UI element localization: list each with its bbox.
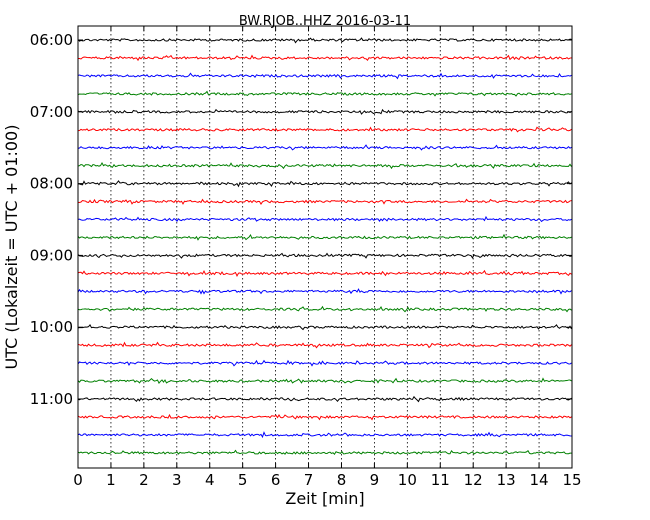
y-tick-label: 09:00 [30, 246, 73, 264]
trace-line [77, 72, 572, 80]
trace-line [77, 144, 572, 151]
trace-line [77, 215, 572, 223]
y-tick-label: 08:00 [30, 175, 73, 193]
x-tick-label: 10 [398, 471, 417, 489]
trace-line [77, 269, 572, 278]
x-tick-label: 11 [431, 471, 450, 489]
trace-line [77, 90, 572, 97]
y-tick-label: 06:00 [30, 31, 73, 49]
x-tick-label: 2 [139, 471, 149, 489]
x-tick-label: 15 [562, 471, 581, 489]
trace-line [77, 324, 572, 331]
trace-line [77, 288, 572, 295]
y-axis-ticks: 06:00 07:00 08:00 09:00 10:00 11:00 [30, 31, 572, 408]
trace-line [77, 305, 572, 313]
trace-line [77, 233, 572, 241]
chart-title: BW.RJOB..HHZ 2016-03-11 [239, 14, 411, 29]
x-tick-label: 9 [370, 471, 380, 489]
trace-line [77, 449, 572, 456]
x-tick-label: 14 [530, 471, 549, 489]
trace-line [77, 162, 572, 170]
x-axis-label: Zeit [min] [285, 489, 364, 508]
trace-line [77, 180, 572, 188]
trace-line [77, 108, 572, 115]
trace-line [77, 359, 572, 367]
x-axis-ticks: 0 1 2 3 4 5 6 7 8 9 10 11 12 13 14 15 [73, 26, 582, 489]
x-tick-label: 8 [337, 471, 347, 489]
x-tick-label: 6 [271, 471, 281, 489]
trace-line [77, 37, 572, 44]
trace-line [77, 198, 572, 205]
trace-line [77, 126, 572, 133]
trace-line [77, 341, 572, 349]
x-tick-label: 1 [106, 471, 116, 489]
gridlines [110, 26, 540, 468]
trace-line [77, 413, 572, 421]
y-axis-label: UTC (Lokalzeit = UTC + 01:00) [2, 125, 21, 370]
x-tick-label: 5 [238, 471, 248, 489]
y-tick-label: 07:00 [30, 103, 73, 121]
seismic-traces [77, 37, 572, 456]
y-tick-label: 11:00 [30, 390, 73, 408]
y-tick-label: 10:00 [30, 318, 73, 336]
x-tick-label: 12 [464, 471, 483, 489]
x-tick-label: 3 [172, 471, 182, 489]
trace-line [77, 377, 572, 385]
trace-line [77, 54, 572, 62]
x-tick-label: 0 [73, 471, 83, 489]
x-tick-label: 13 [497, 471, 516, 489]
trace-line [77, 431, 572, 439]
trace-line [77, 252, 572, 259]
x-tick-label: 7 [304, 471, 314, 489]
trace-line [77, 395, 572, 403]
x-tick-label: 4 [205, 471, 215, 489]
plot-frame [77, 25, 573, 469]
